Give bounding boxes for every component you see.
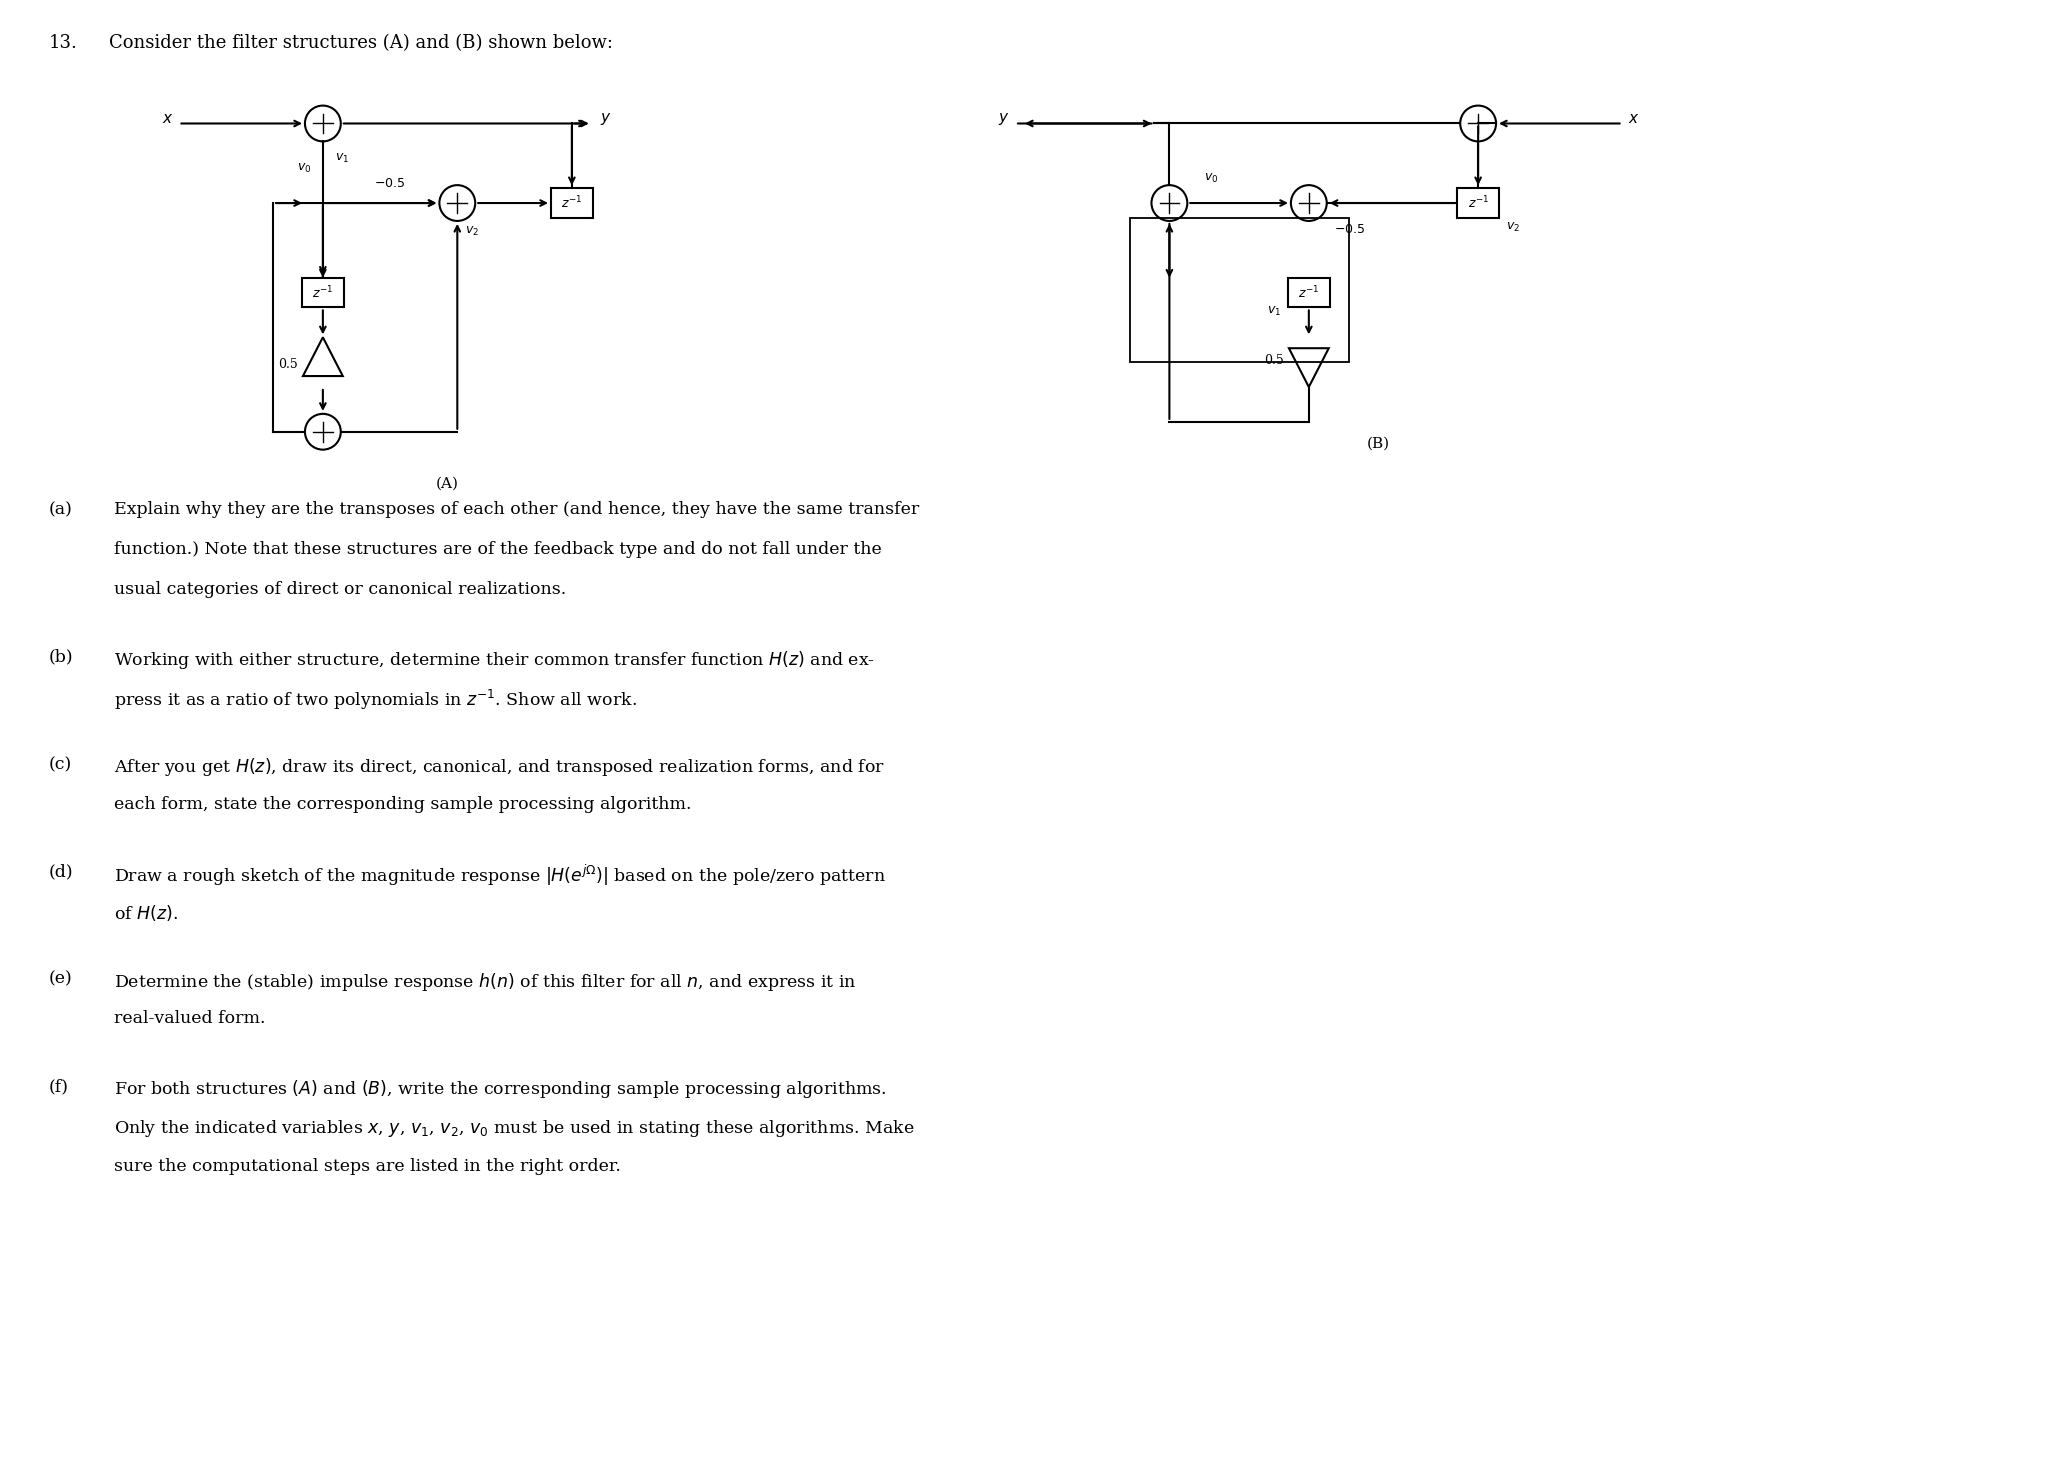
- Text: $y$: $y$: [599, 111, 612, 127]
- Text: usual categories of direct or canonical realizations.: usual categories of direct or canonical …: [115, 581, 567, 597]
- Text: $v_2$: $v_2$: [464, 224, 479, 237]
- Text: After you get $H(z)$, draw its direct, canonical, and transposed realization for: After you get $H(z)$, draw its direct, c…: [115, 755, 884, 777]
- Text: $v_0$: $v_0$: [1205, 173, 1219, 186]
- Text: press it as a ratio of two polynomials in $z^{-1}$. Show all work.: press it as a ratio of two polynomials i…: [115, 689, 636, 712]
- Text: $v_2$: $v_2$: [1506, 221, 1520, 235]
- Text: sure the computational steps are listed in the right order.: sure the computational steps are listed …: [115, 1158, 620, 1174]
- Text: For both structures $(A)$ and $(B)$, write the corresponding sample processing a: For both structures $(A)$ and $(B)$, wri…: [115, 1078, 886, 1100]
- Text: function.) Note that these structures are of the feedback type and do not fall u: function.) Note that these structures ar…: [115, 541, 882, 558]
- Text: of $H(z)$.: of $H(z)$.: [115, 903, 178, 923]
- Text: $z^{-1}$: $z^{-1}$: [561, 195, 583, 211]
- Text: Only the indicated variables $x$, $y$, $v_1$, $v_2$, $v_0$ must be used in stati: Only the indicated variables $x$, $y$, $…: [115, 1118, 915, 1139]
- Text: $v_0$: $v_0$: [297, 162, 311, 174]
- Text: (A): (A): [436, 476, 458, 491]
- Text: (b): (b): [49, 649, 74, 665]
- Text: Determine the (stable) impulse response $h(n)$ of this filter for all $n$, and e: Determine the (stable) impulse response …: [115, 971, 857, 993]
- FancyBboxPatch shape: [1287, 277, 1330, 307]
- Text: Working with either structure, determine their common transfer function $H(z)$ a: Working with either structure, determine…: [115, 649, 876, 671]
- FancyBboxPatch shape: [550, 189, 593, 218]
- Text: $-0.5$: $-0.5$: [1334, 223, 1365, 236]
- Text: $z^{-1}$: $z^{-1}$: [1467, 195, 1489, 211]
- FancyBboxPatch shape: [303, 277, 344, 307]
- Text: (B): (B): [1367, 437, 1389, 451]
- Text: (e): (e): [49, 971, 74, 988]
- Text: 13.: 13.: [49, 34, 78, 52]
- Text: $y$: $y$: [998, 111, 1011, 127]
- Text: (f): (f): [49, 1078, 70, 1094]
- Text: each form, state the corresponding sample processing algorithm.: each form, state the corresponding sampl…: [115, 795, 692, 813]
- Text: $-0.5$: $-0.5$: [374, 177, 405, 190]
- Text: $v_1$: $v_1$: [1266, 304, 1281, 317]
- Text: Explain why they are the transposes of each other (and hence, they have the same: Explain why they are the transposes of e…: [115, 502, 919, 518]
- Text: real-valued form.: real-valued form.: [115, 1010, 266, 1028]
- Text: Consider the filter structures (A) and (B) shown below:: Consider the filter structures (A) and (…: [108, 34, 612, 52]
- Text: $z^{-1}$: $z^{-1}$: [1299, 285, 1320, 301]
- Text: (d): (d): [49, 863, 74, 881]
- Text: Draw a rough sketch of the magnitude response $|H(e^{j\Omega})|$ based on the po: Draw a rough sketch of the magnitude res…: [115, 863, 886, 888]
- Text: $z^{-1}$: $z^{-1}$: [313, 285, 333, 301]
- Text: $v_1$: $v_1$: [336, 152, 350, 165]
- Text: 0.5: 0.5: [278, 357, 299, 370]
- Text: $x$: $x$: [1627, 112, 1639, 125]
- Text: $x$: $x$: [162, 112, 174, 125]
- Text: (c): (c): [49, 755, 72, 773]
- Text: (a): (a): [49, 502, 74, 518]
- Text: 0.5: 0.5: [1264, 354, 1285, 367]
- FancyBboxPatch shape: [1457, 189, 1500, 218]
